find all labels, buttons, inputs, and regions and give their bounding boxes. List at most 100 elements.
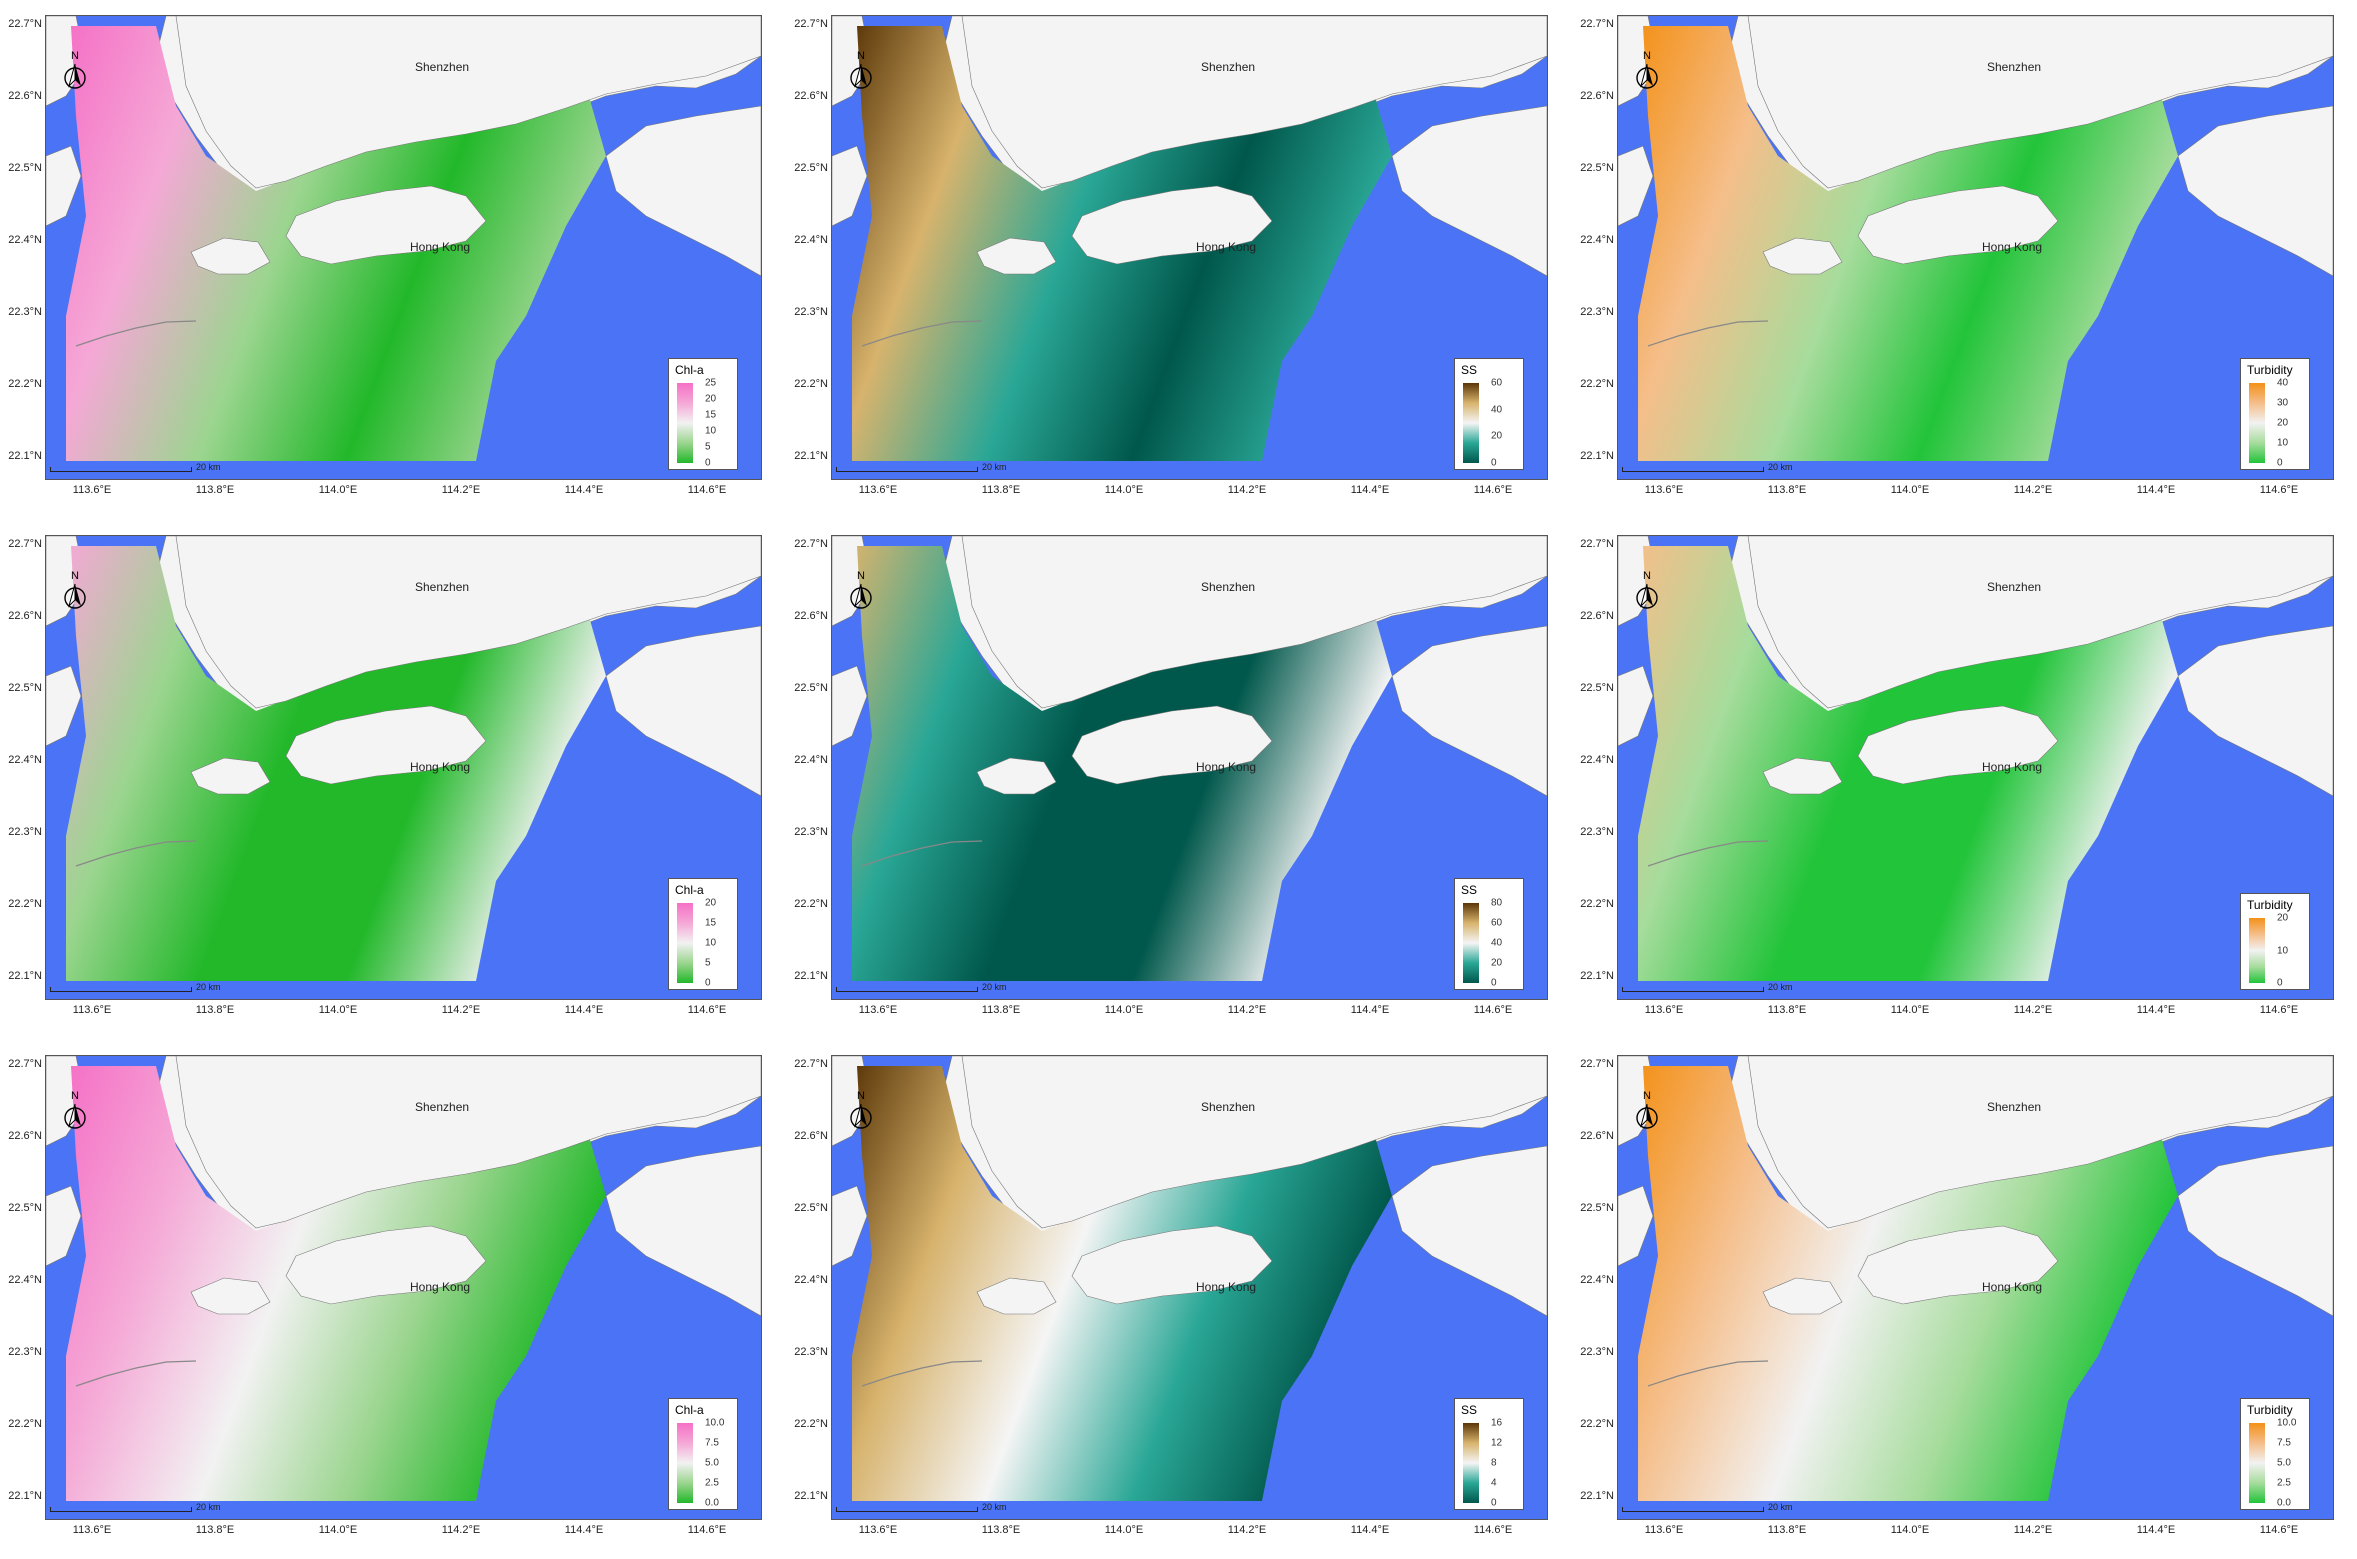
legend-tick-label: 80 xyxy=(1491,897,1503,909)
longitude-tick-label: 114.6°E xyxy=(687,484,727,496)
latitude-tick-label: 22.3°N xyxy=(1580,1346,1614,1358)
land-lantau-overlay xyxy=(976,757,1057,795)
color-legend: Turbidity 40 30 20 10 0 xyxy=(2240,358,2310,470)
longitude-tick-label: 113.6°E xyxy=(1644,1524,1684,1536)
land-lantau-overlay xyxy=(190,1277,271,1315)
bridge-line xyxy=(861,840,983,867)
land-hk-overlay xyxy=(285,1225,487,1305)
longitude-tick-label: 113.8°E xyxy=(981,484,1021,496)
land-hk-overlay xyxy=(285,705,487,785)
latitude-tick-label: 22.5°N xyxy=(8,1202,42,1214)
north-arrow-label: N xyxy=(1643,1090,1651,1102)
latitude-tick-label: 22.4°N xyxy=(8,1274,42,1286)
legend-tick-label: 5 xyxy=(705,441,711,453)
north-arrow: N xyxy=(60,50,90,96)
land-west-island xyxy=(1618,1185,1654,1267)
north-arrow-icon xyxy=(850,1103,872,1129)
legend-tick-label: 2.5 xyxy=(705,1477,719,1489)
longitude-tick-label: 113.6°E xyxy=(72,1004,112,1016)
north-arrow-label: N xyxy=(857,1090,865,1102)
latitude-tick-label: 22.6°N xyxy=(794,610,828,622)
land-east-peninsula xyxy=(2177,625,2333,797)
north-arrow-label: N xyxy=(857,570,865,582)
longitude-tick-label: 114.6°E xyxy=(2259,1004,2299,1016)
legend-tick-label: 10 xyxy=(2277,437,2289,449)
legend-tick-label: 20 xyxy=(705,393,717,405)
longitude-tick-label: 113.6°E xyxy=(858,1524,898,1536)
land-west-island xyxy=(46,1185,82,1267)
color-legend: SS 80 60 40 20 0 xyxy=(1454,878,1524,990)
latitude-tick-label: 22.7°N xyxy=(1580,18,1614,30)
longitude-tick-label: 114.4°E xyxy=(1350,484,1390,496)
scale-bar-line xyxy=(50,467,192,472)
north-arrow-icon xyxy=(1636,63,1658,89)
legend-tick-label: 60 xyxy=(1491,917,1503,929)
longitude-tick-label: 113.8°E xyxy=(981,1524,1021,1536)
legend-title: Chl-a xyxy=(675,1403,704,1417)
land-shenzhen-overlay xyxy=(1747,1056,2333,1229)
north-arrow: N xyxy=(846,1090,876,1136)
map-panel-2: 22.7°N 22.6°N 22.5°N 22.4°N 22.3°N 22.2°N 22.1… xyxy=(786,0,1571,519)
land-lantau-overlay xyxy=(190,237,271,275)
legend-tick-label: 2.5 xyxy=(2277,1477,2291,1489)
legend-tick-label: 7.5 xyxy=(705,1437,719,1449)
place-label-shenzhen: Shenzhen xyxy=(1201,580,1256,594)
latitude-tick-label: 22.5°N xyxy=(794,162,828,174)
color-legend: Turbidity 20 10 0 xyxy=(2240,893,2310,990)
north-arrow: N xyxy=(1632,570,1662,616)
north-arrow: N xyxy=(846,570,876,616)
latitude-tick-label: 22.3°N xyxy=(8,826,42,838)
bridge-line xyxy=(1647,1360,1769,1387)
land-west-island xyxy=(832,145,868,227)
land-hk-overlay xyxy=(285,185,487,265)
legend-tick-label: 25 xyxy=(705,377,717,389)
land-shenzhen-overlay xyxy=(1747,16,2333,189)
north-arrow-icon xyxy=(850,63,872,89)
land-east-peninsula xyxy=(1391,1145,1547,1317)
latitude-tick-label: 22.6°N xyxy=(1580,610,1614,622)
longitude-tick-label: 114.4°E xyxy=(1350,1004,1390,1016)
legend-tick-label: 0 xyxy=(2277,977,2283,989)
latitude-tick-label: 22.7°N xyxy=(794,538,828,550)
map-canvas xyxy=(832,16,1547,461)
land-east-peninsula xyxy=(1391,105,1547,277)
longitude-tick-label: 114.0°E xyxy=(1890,1004,1930,1016)
longitude-tick-label: 114.0°E xyxy=(1104,1004,1144,1016)
land-east-peninsula xyxy=(605,105,761,277)
north-arrow-label: N xyxy=(1643,50,1651,62)
scale-bar-line xyxy=(50,987,192,992)
legend-tick-label: 10 xyxy=(705,937,717,949)
map-frame xyxy=(831,1055,1548,1520)
legend-color-ramp xyxy=(2249,1423,2265,1503)
latitude-tick-label: 22.4°N xyxy=(794,234,828,246)
bridge-line xyxy=(75,1360,197,1387)
map-canvas xyxy=(46,1056,761,1501)
longitude-tick-label: 113.6°E xyxy=(72,1524,112,1536)
longitude-tick-label: 114.2°E xyxy=(2013,484,2053,496)
land-east-peninsula xyxy=(605,1145,761,1317)
latitude-tick-label: 22.5°N xyxy=(8,162,42,174)
north-arrow-icon xyxy=(850,583,872,609)
map-panel-3: 22.7°N 22.6°N 22.5°N 22.4°N 22.3°N 22.2°N 22.1… xyxy=(1572,0,2357,519)
longitude-tick-label: 113.8°E xyxy=(195,484,235,496)
latitude-tick-label: 22.2°N xyxy=(1580,378,1614,390)
scale-bar-line xyxy=(836,987,978,992)
color-legend: SS 60 40 20 0 xyxy=(1454,358,1524,470)
legend-tick-label: 5 xyxy=(705,957,711,969)
map-frame xyxy=(45,535,762,1000)
map-panel-5: 22.7°N 22.6°N 22.5°N 22.4°N 22.3°N 22.2°N 22.1… xyxy=(786,520,1571,1039)
scale-bar-label: 20 km xyxy=(982,1502,1007,1512)
longitude-tick-label: 113.8°E xyxy=(1767,1524,1807,1536)
legend-tick-label: 15 xyxy=(705,917,717,929)
legend-tick-label: 10.0 xyxy=(705,1417,725,1429)
land-hk-overlay xyxy=(1857,185,2059,265)
bridge-line xyxy=(1647,840,1769,867)
latitude-tick-label: 22.2°N xyxy=(8,898,42,910)
legend-tick-label: 16 xyxy=(1491,1417,1503,1429)
place-label-hong-kong: Hong Kong xyxy=(410,760,471,774)
longitude-tick-label: 114.2°E xyxy=(1227,1004,1267,1016)
land-shenzhen-overlay xyxy=(1747,536,2333,709)
place-label-shenzhen: Shenzhen xyxy=(415,1100,470,1114)
latitude-tick-label: 22.4°N xyxy=(8,234,42,246)
map-panel-7: 22.7°N 22.6°N 22.5°N 22.4°N 22.3°N 22.2°N 22.1… xyxy=(0,1040,785,1559)
